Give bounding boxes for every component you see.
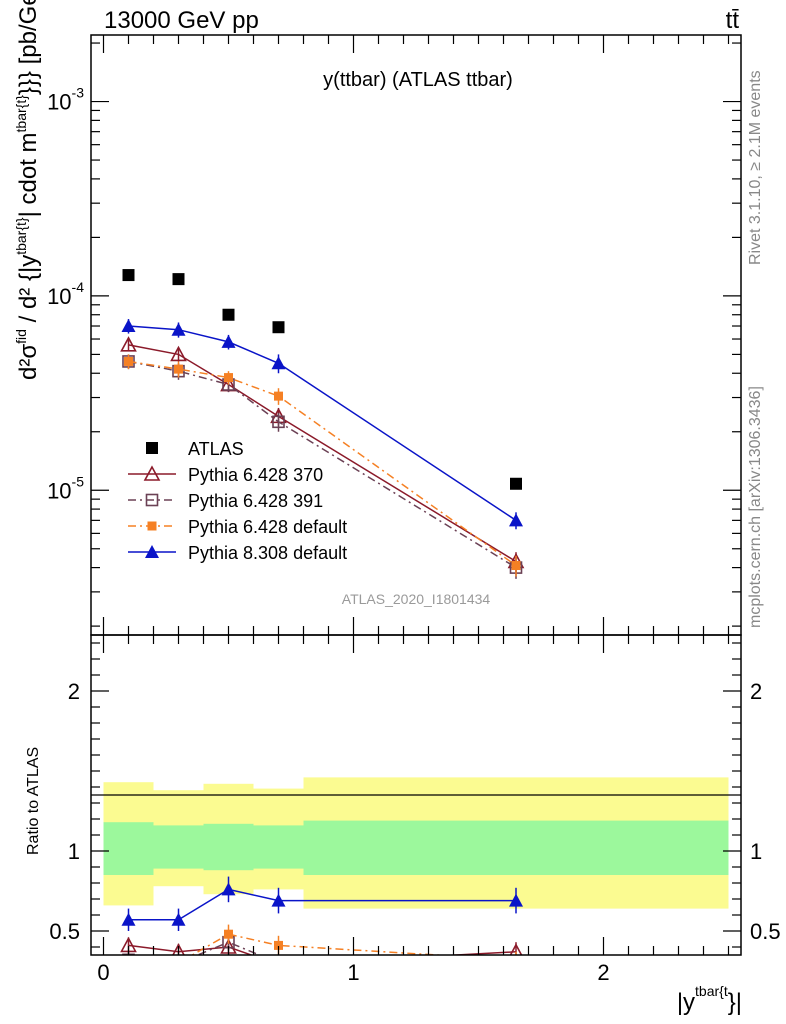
legend-entry-0: ATLAS: [146, 439, 244, 459]
ratio-series-1-point: [122, 953, 135, 955]
main-ylabel: d²σfid / d² {|ytbar{t}| cdot mtbar{t}}}}…: [13, 0, 42, 380]
main-series-3-point: [511, 561, 521, 571]
ratio-y-tick-label-right: 0.5: [750, 919, 781, 944]
ratio-series-1-point: [511, 958, 522, 969]
legend-label-0: ATLAS: [188, 439, 244, 459]
mcplots-label: mcplots.cern.ch [arXiv:1306.3436]: [747, 386, 764, 628]
ratio-bands-layer: [103, 777, 729, 909]
ratio-series-2-point: [174, 959, 183, 968]
legend-label-3: Pythia 6.428 default: [188, 517, 347, 537]
legend: ATLAS Pythia 6.428 370 Pythia 6.428 391 Pyt…: [128, 439, 347, 563]
ratio-inner-band: [303, 820, 729, 875]
legend-entry-4: Pythia 8.308 default: [128, 543, 347, 563]
ratio-series-3-point: [171, 912, 186, 926]
main-y-tick-label: 10-3: [47, 85, 84, 115]
main-series-0-point: [172, 273, 185, 286]
ratio-ylabel: Ratio to ATLAS: [25, 747, 42, 855]
legend-marker-0: [146, 442, 158, 454]
ratio-series-3-point: [509, 893, 523, 907]
ratio-y-tick-label-left: 1: [68, 839, 80, 864]
main-ticks: 10-3 10-4 10-5: [47, 35, 741, 635]
main-series-1-point: [120, 336, 137, 352]
main-series-4-point: [121, 319, 136, 333]
ratio-inner-band: [103, 822, 154, 875]
main-series-3: [124, 354, 521, 577]
ratio-y-tick-label-right: 1: [750, 839, 762, 864]
ratio-inner-band: [253, 825, 304, 869]
main-series-4-point: [271, 356, 286, 370]
process-label: tt̄: [726, 7, 740, 34]
legend-marker-3: [147, 521, 157, 531]
main-series-0-point: [510, 477, 522, 490]
main-series-0: [122, 269, 522, 490]
ratio-inner-band: [153, 825, 204, 869]
ratio-series-2-point: [224, 929, 233, 939]
ratio-series-1-line: [195, 941, 262, 955]
legend-entry-1: Pythia 6.428 370: [128, 465, 323, 485]
main-series-3-point: [174, 364, 183, 374]
legend-marker-2: [145, 493, 159, 507]
ratio-series-3-point: [221, 882, 236, 896]
ratio-y-tick-label-left: 0.5: [49, 919, 80, 944]
ratio-series-2-point: [274, 940, 283, 950]
ratio-y-tick-label-right: 2: [750, 679, 762, 704]
ratio-series-0-point: [509, 943, 523, 955]
main-panel: 10-3 10-4 10-5 y(ttbar) (ATLAS ttbar) ATLA…: [47, 34, 742, 636]
x-axis-label: |ytbar{t}|: [677, 983, 742, 1016]
legend-marker-4: [145, 545, 159, 558]
legend-label-1: Pythia 6.428 370: [188, 465, 323, 485]
energy-label: 13000 GeV pp: [104, 7, 259, 34]
ratio-series-2: [124, 924, 521, 968]
ratio-series-0-point: [272, 958, 286, 971]
ratio-series-1-point: [173, 958, 184, 969]
legend-label-2: Pythia 6.428 391: [188, 491, 323, 511]
svg-text:|ytbar{t}|: |ytbar{t}|: [677, 983, 742, 1016]
legend-entry-3: Pythia 6.428 default: [128, 517, 347, 537]
ratio-series-3: [121, 876, 523, 931]
legend-label-4: Pythia 8.308 default: [188, 543, 347, 563]
main-series-0-point: [272, 321, 285, 334]
main-series-1-point: [170, 345, 187, 362]
ratio-series-2-point: [512, 955, 521, 964]
ratio-ticks: 0.5 0.5 1 1 2 2 0 1 2: [49, 635, 781, 985]
main-series-2-point: [272, 415, 285, 429]
main-y-tick-label: 10-5: [47, 473, 84, 503]
ratio-series-3-point: [271, 893, 286, 907]
ratio-series-2-point: [124, 959, 133, 968]
ratio-series-2-line: [190, 933, 450, 955]
svg-text:d²σfid / d² {|ytbar{t}| cdot m: d²σfid / d² {|ytbar{t}| cdot mtbar{t}}}}…: [13, 0, 42, 380]
x-tick-label: 2: [597, 960, 609, 985]
main-series-4: [121, 319, 523, 530]
x-tick-label: 1: [347, 960, 359, 985]
main-series-3-point: [124, 356, 133, 366]
rivet-label: Rivet 3.1.10, ≥ 2.1M events: [747, 70, 764, 265]
main-series-4-point: [509, 513, 523, 527]
ratio-series-1-point: [273, 958, 284, 969]
main-series-4-point: [221, 334, 236, 348]
main-series-layer: [120, 269, 525, 579]
ratio-series-0-point: [172, 943, 185, 955]
ratio-series-3-point: [121, 912, 136, 926]
ratio-inner-band: [203, 823, 254, 871]
ratio-frame: [90, 634, 742, 956]
main-series-3-point: [224, 373, 233, 383]
main-series-3-point: [274, 391, 283, 401]
ratio-panel: 0.5 0.5 1 1 2 2 0 1 2 Ratio to ATLAS: [25, 634, 781, 985]
ratio-y-tick-label-left: 2: [68, 679, 80, 704]
main-series-0-point: [122, 269, 135, 282]
main-y-tick-label: 10-4: [47, 279, 84, 309]
main-title: y(ttbar) (ATLAS ttbar): [323, 69, 513, 91]
main-series-0-point: [222, 308, 235, 321]
main-series-4-point: [171, 322, 186, 336]
legend-marker-1: [143, 465, 161, 481]
watermark: ATLAS_2020_I1801434: [342, 591, 491, 607]
legend-entry-2: Pythia 6.428 391: [128, 491, 323, 511]
x-tick-label: 0: [97, 960, 109, 985]
